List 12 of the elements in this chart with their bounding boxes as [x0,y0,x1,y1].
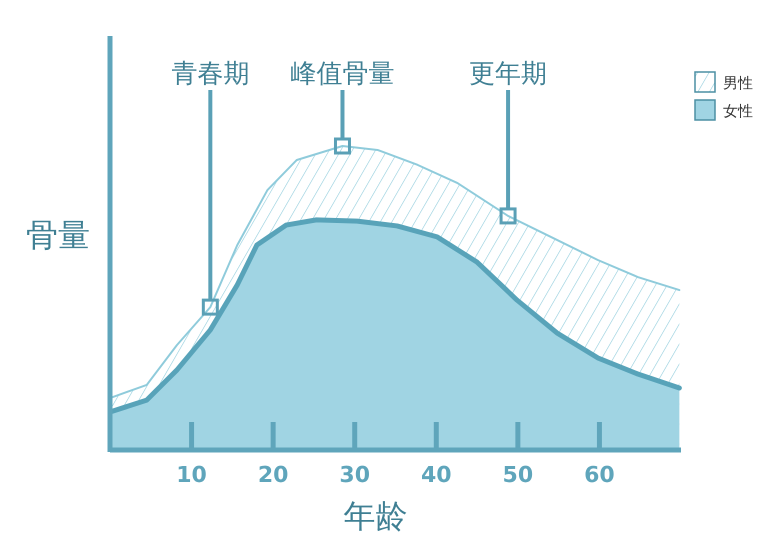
annotation: 更年期 [469,59,548,89]
y-axis-title: 骨量 [26,216,90,254]
annotation: 峰值骨量 [290,59,394,89]
annotation: 青春期 [171,59,250,89]
x-tick-label: 30 [339,463,370,488]
x-axis-title: 年龄 [344,497,408,535]
legend-label: 男性 [723,74,753,92]
x-tick-label: 10 [176,463,207,488]
x-tick-label: 40 [420,463,452,488]
x-tick-label: 60 [584,463,615,488]
x-tick-label: 50 [502,463,534,488]
x-tick-label: 20 [258,463,288,488]
